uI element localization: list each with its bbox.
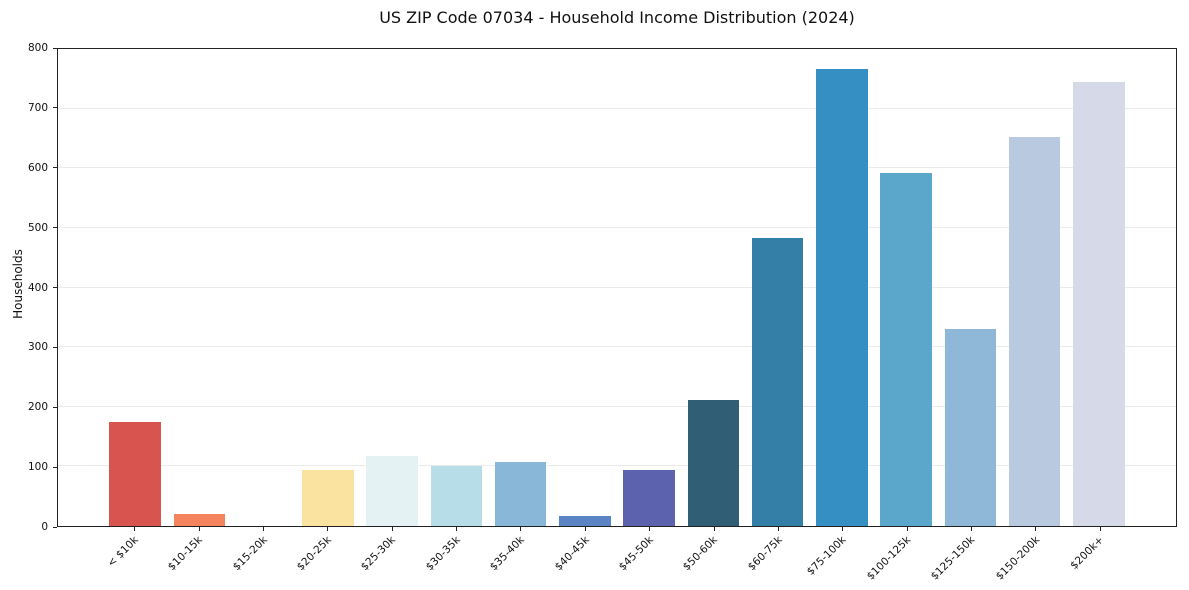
gridline xyxy=(58,167,1176,169)
bar-slot xyxy=(1067,49,1131,526)
bar-slot xyxy=(681,49,745,526)
bar-slot xyxy=(617,49,681,526)
y-tick-label: 600 xyxy=(27,161,48,174)
x-tick-mark xyxy=(777,527,779,531)
bar-slot xyxy=(553,49,617,526)
chart-title: US ZIP Code 07034 - Household Income Dis… xyxy=(379,8,855,27)
bar xyxy=(430,466,483,526)
bar xyxy=(816,68,868,526)
y-tick-label: 100 xyxy=(27,461,48,474)
x-tick-mark xyxy=(134,527,136,531)
x-tick-mark xyxy=(198,527,200,531)
bar-slot xyxy=(1003,49,1067,526)
y-tick-label: 500 xyxy=(27,221,48,234)
x-tick-label: $150-200k xyxy=(993,534,1042,583)
bar xyxy=(559,515,611,526)
y-tick-mark xyxy=(53,406,57,408)
x-tick-label: $25-30k xyxy=(359,534,399,574)
bar-slot xyxy=(489,49,553,526)
bar-slot xyxy=(103,49,167,526)
bar xyxy=(687,400,740,526)
y-tick-label: 300 xyxy=(27,341,48,354)
bar xyxy=(880,173,932,526)
y-tick-label: 0 xyxy=(41,521,48,533)
bar xyxy=(1073,82,1125,526)
gridline xyxy=(58,286,1176,288)
x-tick-mark xyxy=(1035,527,1037,531)
y-tick-label: 400 xyxy=(27,281,48,294)
x-tick-mark xyxy=(456,527,458,531)
y-tick-mark xyxy=(53,526,57,528)
bar xyxy=(494,462,547,526)
bar-slot xyxy=(424,49,488,526)
x-tick-label: $10-15k xyxy=(165,534,206,574)
bar xyxy=(173,514,226,526)
x-tick-label: $15-20k xyxy=(230,534,270,574)
x-tick-label: $35-40k xyxy=(487,534,527,574)
x-tick-mark xyxy=(906,527,908,531)
bar xyxy=(366,455,418,526)
bar-slot xyxy=(746,49,810,526)
bar-slot xyxy=(938,49,1002,526)
bar-slot xyxy=(360,49,424,526)
bar-slot xyxy=(874,49,938,526)
x-tick-label: $100-125k xyxy=(864,534,914,583)
y-tick-mark xyxy=(53,287,57,288)
bar xyxy=(109,422,161,526)
bar xyxy=(623,469,675,526)
x-tick-mark xyxy=(584,527,586,531)
bar-slot xyxy=(810,49,874,526)
x-tick-label: $50-60k xyxy=(680,534,721,574)
gridline xyxy=(58,226,1176,228)
x-tick-mark xyxy=(520,527,522,531)
gridline xyxy=(58,346,1176,348)
bar xyxy=(1008,137,1061,526)
x-tick-mark xyxy=(262,527,264,531)
x-tick-label: $125-150k xyxy=(929,534,978,583)
gridline xyxy=(58,465,1176,467)
x-tick-label: $45-50k xyxy=(616,534,656,574)
y-tick-mark xyxy=(53,346,57,348)
bars-container xyxy=(58,49,1176,526)
x-tick-mark xyxy=(391,527,393,531)
plot-area xyxy=(57,48,1177,527)
x-tick-mark xyxy=(842,527,844,531)
x-tick-label: $75-100k xyxy=(804,534,849,578)
y-tick-label: 800 xyxy=(27,42,48,54)
bar-slot xyxy=(296,49,360,526)
x-tick-label: < $10k xyxy=(105,534,141,570)
y-tick-label: 200 xyxy=(27,401,48,414)
x-tick-mark xyxy=(971,527,973,531)
x-tick-label: $60-75k xyxy=(745,534,785,574)
x-tick-label: $30-35k xyxy=(423,534,463,574)
gridline xyxy=(58,405,1176,407)
bar xyxy=(302,469,354,526)
y-tick-mark xyxy=(53,47,57,49)
y-tick-label: 700 xyxy=(27,101,48,114)
x-tick-label: $40-45k xyxy=(552,534,592,574)
y-tick-mark xyxy=(53,167,57,169)
x-tick-mark xyxy=(649,527,651,531)
x-tick-label: $200k+ xyxy=(1068,534,1107,572)
y-tick-mark xyxy=(53,107,57,109)
bar xyxy=(751,238,804,526)
bar-slot xyxy=(232,49,296,526)
x-tick-mark xyxy=(713,527,715,531)
x-tick-mark xyxy=(327,527,329,531)
bar-slot xyxy=(167,49,231,526)
x-tick-label: $20-25k xyxy=(294,534,334,574)
y-tick-mark xyxy=(53,227,57,229)
y-tick-mark xyxy=(53,466,57,468)
x-tick-mark xyxy=(1099,527,1101,531)
gridline xyxy=(58,107,1176,109)
bar xyxy=(944,328,997,526)
